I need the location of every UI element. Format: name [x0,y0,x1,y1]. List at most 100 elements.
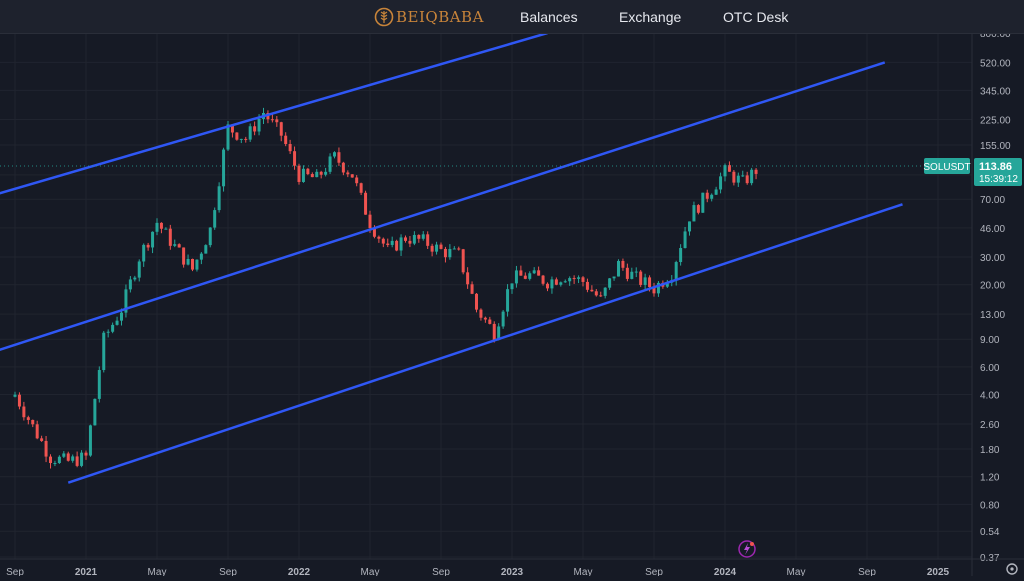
candle-body [17,394,21,407]
candle-body [248,126,252,140]
settings-icon[interactable] [1006,563,1018,575]
x-tick-label: May [361,567,380,576]
nav-otc-desk[interactable]: OTC Desk [723,9,789,25]
candle-body [235,132,239,140]
candle-body [244,138,248,140]
candle-body [470,284,474,294]
x-tick-label: Sep [6,567,24,576]
lightning-glyph [744,543,750,555]
candle-body [750,169,754,184]
channel-line-middle[interactable] [0,61,886,356]
candle-body [35,424,39,439]
candle-body [71,456,75,461]
candle-body [310,174,314,178]
y-tick-label: 6.00 [980,363,1000,374]
candle-body [395,240,399,251]
candle-body [546,283,549,289]
candle-body [426,234,430,246]
candle-body [719,176,723,190]
candle-body [421,234,425,239]
candle-body [430,245,434,252]
candle-body [204,245,208,254]
candle-body [408,240,412,244]
candle-body [492,323,496,340]
candle-body [488,319,492,324]
candle-body [696,205,700,213]
candle-body [341,162,345,173]
y-tick-label: 520.00 [980,58,1011,69]
x-tick-label: May [574,567,593,576]
candle-body [612,276,616,279]
x-tick-label: May [148,567,167,576]
candle-body [364,192,368,215]
settings-icon-center [1010,567,1014,571]
candle-body [226,124,230,150]
candle-body [257,118,261,132]
candle-body [501,311,505,327]
candle-body [155,222,159,232]
candle-body [603,287,607,296]
y-tick-label: 800.00 [980,34,1011,40]
candle-body [173,244,177,246]
candle-body [475,293,478,310]
candle-body [559,282,563,285]
candle-body [297,165,301,182]
symbol-tag [924,158,970,175]
y-tick-label: 0.54 [980,527,1000,538]
candle-body [284,135,288,144]
candle-body [528,273,532,279]
candle-body [412,234,416,244]
candle-body [146,244,150,248]
candle-body [128,279,132,290]
candle-body [195,259,199,270]
y-tick-label: 1.20 [980,473,1000,484]
candle-body [590,289,594,292]
candle-body [372,228,376,237]
y-tick-label: 155.00 [980,141,1011,152]
candle-body [404,237,407,241]
candle-body [57,456,61,464]
x-tick-label: 2025 [927,567,950,576]
price-chart[interactable]: 800.00520.00345.00225.00155.00100.0070.0… [0,29,1024,578]
candle-body [62,453,66,457]
y-tick-label: 2.60 [980,420,1000,431]
candle-body [31,419,35,425]
nav-exchange[interactable]: Exchange [619,9,682,25]
logo-icon [374,7,394,27]
candle-body [115,320,119,325]
candle-body [270,119,274,121]
y-tick-label: 1.80 [980,445,1000,456]
candle-body [519,270,523,276]
candle-body [630,271,634,279]
candle-body [625,267,629,279]
y-tick-label: 30.00 [980,253,1005,264]
chart-canvas[interactable]: 800.00520.00345.00225.00155.00100.0070.0… [0,29,1024,578]
candle-body [106,331,110,333]
candle-body [49,456,52,464]
candle-body [359,183,363,193]
candle-body [634,271,638,273]
candle-body [337,152,341,163]
candle-body [692,205,696,222]
candle-body [457,248,461,250]
y-tick-label: 46.00 [980,224,1005,235]
candle-body [93,398,97,426]
candle-body [581,277,585,282]
nav-balances[interactable]: Balances [520,9,578,25]
candle-body [608,278,612,288]
channel-line-upper[interactable] [0,31,548,199]
candle-body [577,277,581,279]
candle-body [13,394,17,397]
candle-body [599,295,603,297]
lightning-icon[interactable] [738,540,756,558]
candle-body [701,192,705,213]
y-tick-label: 70.00 [980,195,1005,206]
candle-body [102,332,106,371]
candle-body [80,452,84,466]
candle-body [386,243,390,245]
candle-body [377,236,381,239]
candle-body [572,278,576,280]
channel-line-lower[interactable] [67,203,903,484]
brand-logo[interactable]: BEIQBABA [374,7,484,27]
candle-body [679,248,683,263]
